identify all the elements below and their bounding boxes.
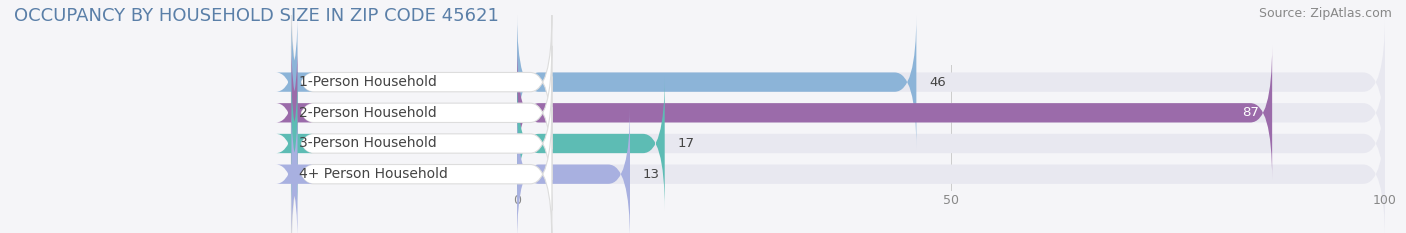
Text: 46: 46 [929,76,946,89]
FancyBboxPatch shape [517,107,1385,233]
Text: 87: 87 [1243,106,1260,119]
FancyBboxPatch shape [291,76,553,211]
Text: 4+ Person Household: 4+ Person Household [298,167,447,181]
FancyBboxPatch shape [291,15,553,149]
FancyBboxPatch shape [517,15,917,149]
Text: 17: 17 [678,137,695,150]
Text: 1-Person Household: 1-Person Household [298,75,436,89]
Text: Source: ZipAtlas.com: Source: ZipAtlas.com [1258,7,1392,20]
FancyBboxPatch shape [517,76,665,211]
FancyBboxPatch shape [517,46,1272,180]
Text: 2-Person Household: 2-Person Household [298,106,436,120]
FancyBboxPatch shape [517,107,630,233]
FancyBboxPatch shape [517,46,1385,180]
Text: 13: 13 [643,168,659,181]
FancyBboxPatch shape [517,76,1385,211]
FancyBboxPatch shape [276,15,314,149]
FancyBboxPatch shape [276,46,314,180]
FancyBboxPatch shape [291,107,553,233]
Text: 3-Person Household: 3-Person Household [298,137,436,151]
Text: OCCUPANCY BY HOUSEHOLD SIZE IN ZIP CODE 45621: OCCUPANCY BY HOUSEHOLD SIZE IN ZIP CODE … [14,7,499,25]
FancyBboxPatch shape [276,107,314,233]
FancyBboxPatch shape [276,76,314,211]
FancyBboxPatch shape [291,46,553,180]
FancyBboxPatch shape [517,15,1385,149]
